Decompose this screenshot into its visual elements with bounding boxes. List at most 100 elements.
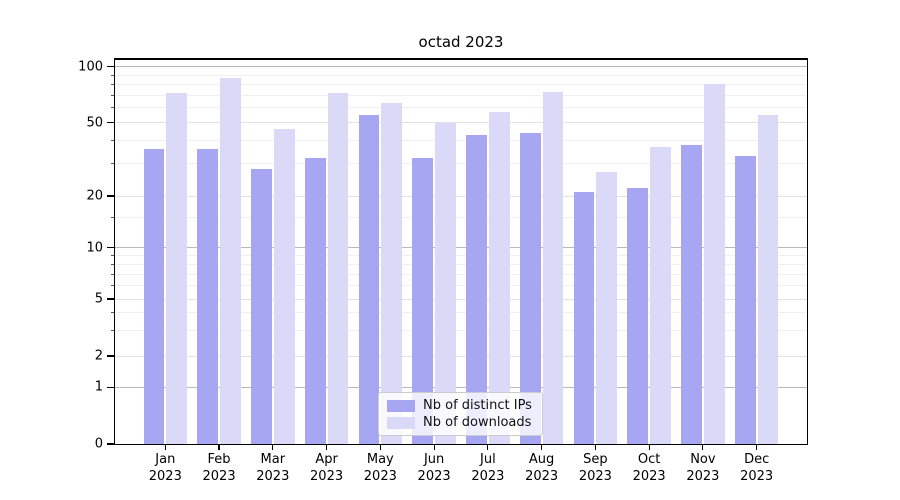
y-axis-tick-label: 20 <box>86 188 103 204</box>
bar-downloads <box>650 146 671 444</box>
legend-item: Nb of downloads <box>387 416 532 429</box>
y-gridline-minor <box>114 95 808 97</box>
bar-distinct-ips <box>466 134 487 444</box>
x-axis-tick-label: Dec 2023 <box>725 452 789 486</box>
x-axis-month-label: Jan <box>155 452 176 467</box>
y-axis-tick-label: 10 <box>86 240 103 256</box>
bar-distinct-ips <box>681 144 702 444</box>
y-axis-minor-tick-mark <box>110 140 114 142</box>
x-axis-month-label: May <box>366 452 394 467</box>
bar-downloads <box>435 122 456 444</box>
y-gridline-minor <box>114 312 808 314</box>
x-axis-year-label: 2023 <box>256 468 290 484</box>
bar-downloads <box>488 112 510 444</box>
y-axis-minor-tick-mark <box>110 163 114 165</box>
y-axis-minor-tick-mark <box>110 254 114 256</box>
x-axis-year-label: 2023 <box>417 468 451 484</box>
y-gridline-minor <box>114 254 808 256</box>
bar-downloads <box>327 93 349 444</box>
y-gridline-minor <box>114 163 808 165</box>
bar-downloads <box>273 129 295 444</box>
legend-item: Nb of distinct IPs <box>387 399 532 412</box>
y-axis-tick-mark <box>107 195 114 197</box>
y-axis-minor-tick-mark <box>110 312 114 314</box>
y-axis-minor-tick-mark <box>110 263 114 265</box>
x-axis-tick-label: Sep 2023 <box>563 452 627 486</box>
legend-label: Nb of distinct IPs <box>423 398 532 413</box>
bar-downloads <box>220 77 241 444</box>
y-axis-tick-label: 2 <box>94 348 103 364</box>
y-gridline-minor <box>114 263 808 265</box>
bar-distinct-ips <box>412 158 434 444</box>
legend: Nb of distinct IPs Nb of downloads <box>378 392 543 436</box>
bar-distinct-ips <box>519 132 541 444</box>
bar-downloads <box>596 172 618 444</box>
bar-distinct-ips <box>197 148 219 444</box>
y-gridline-minor <box>114 330 808 332</box>
x-axis-year-label: 2023 <box>632 468 666 484</box>
x-axis-tick-mark <box>702 445 704 450</box>
x-axis-month-label: Aug <box>528 452 555 467</box>
x-axis-tick-label: Jul 2023 <box>456 452 520 486</box>
axis-spine-left <box>114 58 116 445</box>
axis-spine-right <box>806 58 808 445</box>
y-axis-minor-tick-mark <box>110 216 114 218</box>
bar-downloads <box>757 115 779 444</box>
x-axis-month-label: Nov <box>690 452 716 467</box>
y-gridline <box>114 298 808 300</box>
x-axis-year-label: 2023 <box>525 468 559 484</box>
y-axis-tick-mark <box>107 355 114 357</box>
plot-area <box>114 58 808 445</box>
y-axis-minor-tick-mark <box>110 74 114 76</box>
y-axis-tick-mark <box>107 443 114 445</box>
y-axis-tick-label: 0 <box>94 436 103 452</box>
x-axis-tick-mark <box>487 445 489 450</box>
x-axis-year-label: 2023 <box>740 468 774 484</box>
y-axis-minor-tick-mark <box>110 84 114 86</box>
y-gridline-minor <box>114 74 808 76</box>
bar-distinct-ips <box>734 155 756 444</box>
y-gridline-minor <box>114 285 808 286</box>
x-axis-tick-mark <box>541 445 543 450</box>
x-axis-tick-mark <box>218 445 220 450</box>
bar-distinct-ips <box>573 192 595 444</box>
y-axis-tick-label: 100 <box>78 59 103 75</box>
x-axis-tick-mark <box>379 445 381 450</box>
y-axis-minor-tick-mark <box>110 285 114 286</box>
y-axis-tick-mark <box>107 66 114 68</box>
y-gridline <box>114 122 808 124</box>
y-gridline-minor <box>114 107 808 109</box>
x-axis-month-label: Feb <box>207 452 231 467</box>
x-axis-tick-mark <box>164 445 166 450</box>
legend-label: Nb of downloads <box>423 415 532 430</box>
legend-swatch-distinct-ips <box>387 399 415 412</box>
x-axis-year-label: 2023 <box>202 468 236 484</box>
bar-distinct-ips <box>358 115 380 444</box>
y-gridline <box>114 66 808 68</box>
y-gridline-minor <box>114 84 808 86</box>
x-axis-tick-label: Mar 2023 <box>241 452 305 486</box>
x-axis-tick-mark <box>756 445 758 450</box>
x-axis-tick-mark <box>648 445 650 450</box>
x-axis-month-label: Jun <box>423 452 445 467</box>
y-axis-minor-tick-mark <box>110 330 114 332</box>
x-axis-tick-mark <box>325 445 328 450</box>
x-axis-year-label: 2023 <box>471 468 505 484</box>
y-gridline <box>114 195 808 197</box>
x-axis-tick-label: Jan 2023 <box>133 452 197 486</box>
x-axis-tick-mark <box>272 445 274 450</box>
x-axis-tick-label: Feb 2023 <box>187 452 251 486</box>
y-axis-minor-tick-mark <box>110 273 114 275</box>
x-axis-tick-mark <box>594 445 596 450</box>
x-axis-year-label: 2023 <box>578 468 612 484</box>
y-gridline-minor <box>114 273 808 275</box>
bar-distinct-ips <box>251 169 272 444</box>
x-axis-month-label: Jul <box>480 452 496 467</box>
y-axis-tick-label: 5 <box>94 291 103 307</box>
bar-distinct-ips <box>143 148 165 444</box>
chart-title: octad 2023 <box>418 33 504 51</box>
x-axis-year-label: 2023 <box>686 468 720 484</box>
bar-distinct-ips <box>304 158 326 444</box>
y-axis-tick-label: 50 <box>86 115 103 131</box>
